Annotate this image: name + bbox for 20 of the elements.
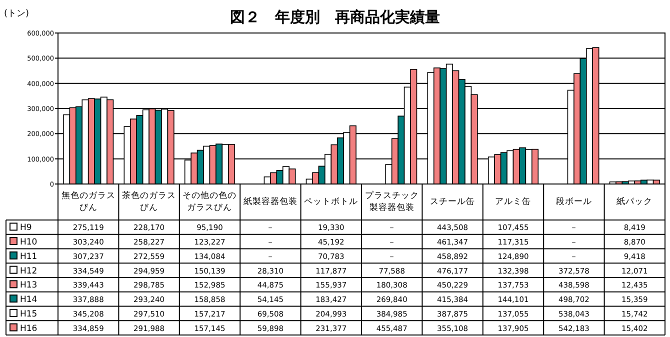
x-tick-label: 無色のガラスびん xyxy=(61,190,116,214)
legend-label: H13 xyxy=(20,280,38,291)
y-axis-title: (トン) xyxy=(4,9,30,19)
x-tick-label: 紙パック xyxy=(616,196,653,208)
x-tick-label: 茶色のガラスびん xyxy=(122,190,176,214)
legend-label: H11 xyxy=(20,252,38,262)
x-tick-label: スチール缶 xyxy=(430,196,476,208)
x-tick-label: プラスチック製容器包装 xyxy=(364,190,420,214)
legend-label: H12 xyxy=(20,266,38,276)
legend-label: H16 xyxy=(20,324,38,334)
x-tick-label: その他の色のガラスびん xyxy=(182,190,238,214)
legend-label: H10 xyxy=(20,238,38,248)
x-tick-label: 段ボール xyxy=(556,196,592,208)
chart-title: 図２ 年度別 再商品化実績量 xyxy=(230,8,440,26)
legend-label: H15 xyxy=(20,309,38,320)
x-tick-label: 紙製容器包装 xyxy=(243,196,298,208)
x-tick-label: ペットボトル xyxy=(304,196,358,208)
legend-label: H9 xyxy=(20,223,32,234)
x-tick-label: アルミ缶 xyxy=(495,196,532,208)
legend-label: H14 xyxy=(20,295,38,306)
